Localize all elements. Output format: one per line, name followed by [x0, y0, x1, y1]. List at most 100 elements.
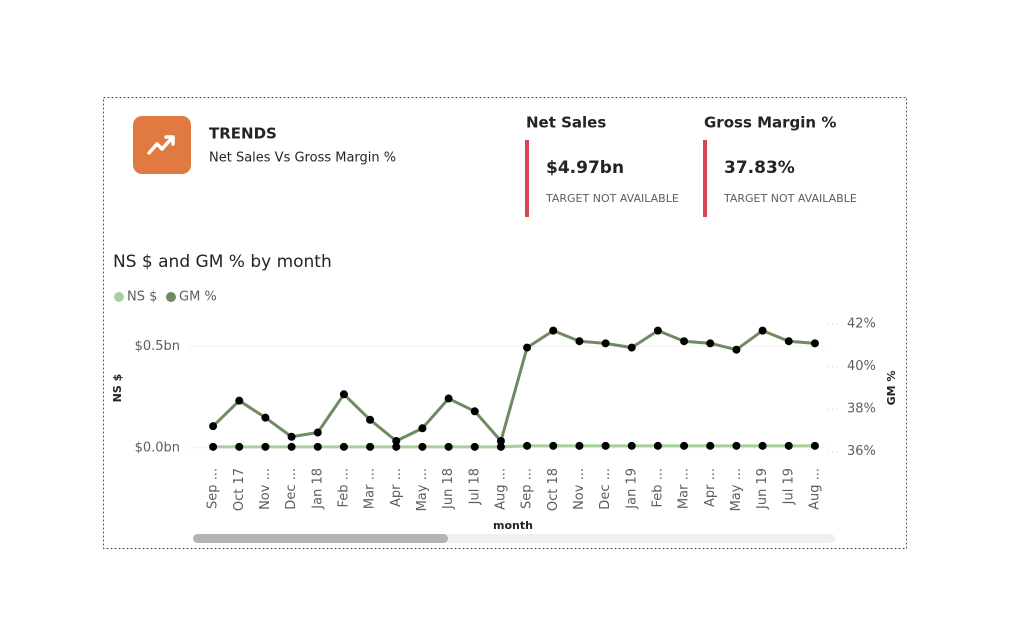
- x-tick-label: Sep ...: [206, 468, 221, 509]
- x-axis-title: month: [493, 519, 533, 532]
- y2-tick-label: 42%: [847, 317, 876, 332]
- scrollbar-thumb[interactable]: [193, 534, 448, 543]
- x-tick-label: Sep ...: [520, 468, 535, 509]
- data-point: [261, 413, 270, 422]
- x-tick-label: Jun 19: [755, 468, 770, 510]
- icon: [133, 116, 191, 174]
- x-tick-label: Jul 19: [781, 468, 796, 505]
- data-point: [680, 441, 689, 450]
- x-tick-label: Jan 19: [624, 468, 639, 510]
- data-point: [653, 326, 662, 335]
- data-point: [366, 442, 375, 451]
- y-axis-title: NS $: [111, 374, 124, 403]
- data-point: [706, 441, 715, 450]
- kpi-bar: [703, 140, 707, 217]
- x-tick-label: Aug ...: [493, 468, 508, 510]
- kpi-title: Gross Margin %: [704, 114, 836, 132]
- y2-tick-label: 38%: [847, 402, 876, 417]
- data-point: [313, 428, 322, 437]
- y-tick-label: $0.0bn: [135, 440, 180, 455]
- header-title: TRENDS: [209, 125, 277, 143]
- data-point: [680, 337, 689, 346]
- icon-arrow-head: [164, 135, 175, 146]
- kpi-value: 37.83%: [724, 158, 795, 178]
- data-point: [261, 442, 270, 451]
- data-point: [287, 432, 296, 441]
- data-point: [496, 442, 505, 451]
- chart-title: NS $ and GM % by month: [113, 252, 332, 272]
- data-point: [523, 343, 532, 352]
- data-point: [366, 415, 375, 424]
- data-point: [496, 437, 505, 446]
- data-point: [732, 345, 741, 354]
- data-point: [810, 339, 819, 348]
- x-tick-label: Jul 18: [467, 468, 482, 505]
- kpi-value: $4.97bn: [546, 158, 624, 178]
- y2-tick-label: 36%: [847, 444, 876, 459]
- x-tick-label: Feb ...: [336, 468, 351, 508]
- x-tick-label: Jun 18: [441, 468, 456, 510]
- data-point: [444, 442, 453, 451]
- icon-arrow: [147, 136, 174, 155]
- data-point: [758, 326, 767, 335]
- header-subtitle: Net Sales Vs Gross Margin %: [209, 151, 396, 166]
- data-point: [549, 326, 558, 335]
- frame: [103, 97, 907, 549]
- x-tick-label: Apr ...: [703, 468, 718, 507]
- data-point: [313, 442, 322, 451]
- data-point: [549, 441, 558, 450]
- data-point: [784, 441, 793, 450]
- data-point: [601, 441, 610, 450]
- x-tick-label: Feb ...: [650, 468, 665, 508]
- data-point: [810, 441, 819, 450]
- x-tick-label: Dec ...: [284, 468, 299, 510]
- series-line: [212, 329, 816, 443]
- data-point: [235, 396, 244, 405]
- x-tick-label: Mar ...: [363, 468, 378, 509]
- x-tick-label: Aug ...: [807, 468, 822, 510]
- data-point: [444, 394, 453, 403]
- data-point: [418, 424, 427, 433]
- legend-marker: [114, 292, 124, 302]
- kpi-status: TARGET NOT AVAILABLE: [723, 192, 857, 205]
- data-point: [470, 442, 479, 451]
- y2-tick-label: 40%: [847, 359, 876, 374]
- data-point: [627, 343, 636, 352]
- data-point: [653, 441, 662, 450]
- data-point: [392, 442, 401, 451]
- data-point: [575, 337, 584, 346]
- legend-label: GM %: [179, 290, 217, 305]
- data-point: [287, 442, 296, 451]
- kpi-bar: [525, 140, 529, 217]
- data-point: [758, 441, 767, 450]
- data-point: [392, 437, 401, 446]
- data-point: [732, 441, 741, 450]
- x-tick-label: Oct 17: [232, 468, 247, 511]
- data-point: [523, 441, 532, 450]
- series-line: [213, 444, 815, 449]
- data-point: [706, 339, 715, 348]
- data-point: [627, 441, 636, 450]
- x-tick-label: Dec ...: [598, 468, 613, 510]
- x-tick-label: Apr ...: [389, 468, 404, 507]
- x-tick-label: Oct 18: [546, 468, 561, 511]
- y2-axis-title: GM %: [885, 371, 898, 406]
- kpi-status: TARGET NOT AVAILABLE: [545, 192, 679, 205]
- x-tick-label: Jan 18: [310, 468, 325, 510]
- data-point: [575, 441, 584, 450]
- data-point: [209, 422, 218, 431]
- data-point: [470, 407, 479, 416]
- x-tick-label: May ...: [729, 468, 744, 511]
- legend-label: NS $: [127, 290, 157, 305]
- data-point: [601, 339, 610, 348]
- x-tick-label: Mar ...: [677, 468, 692, 509]
- data-point: [339, 442, 348, 451]
- data-point: [209, 442, 218, 451]
- y-tick-label: $0.5bn: [135, 339, 180, 354]
- legend-marker: [166, 292, 176, 302]
- x-tick-label: Nov ...: [258, 468, 273, 510]
- data-point: [235, 442, 244, 451]
- x-tick-label: May ...: [415, 468, 430, 511]
